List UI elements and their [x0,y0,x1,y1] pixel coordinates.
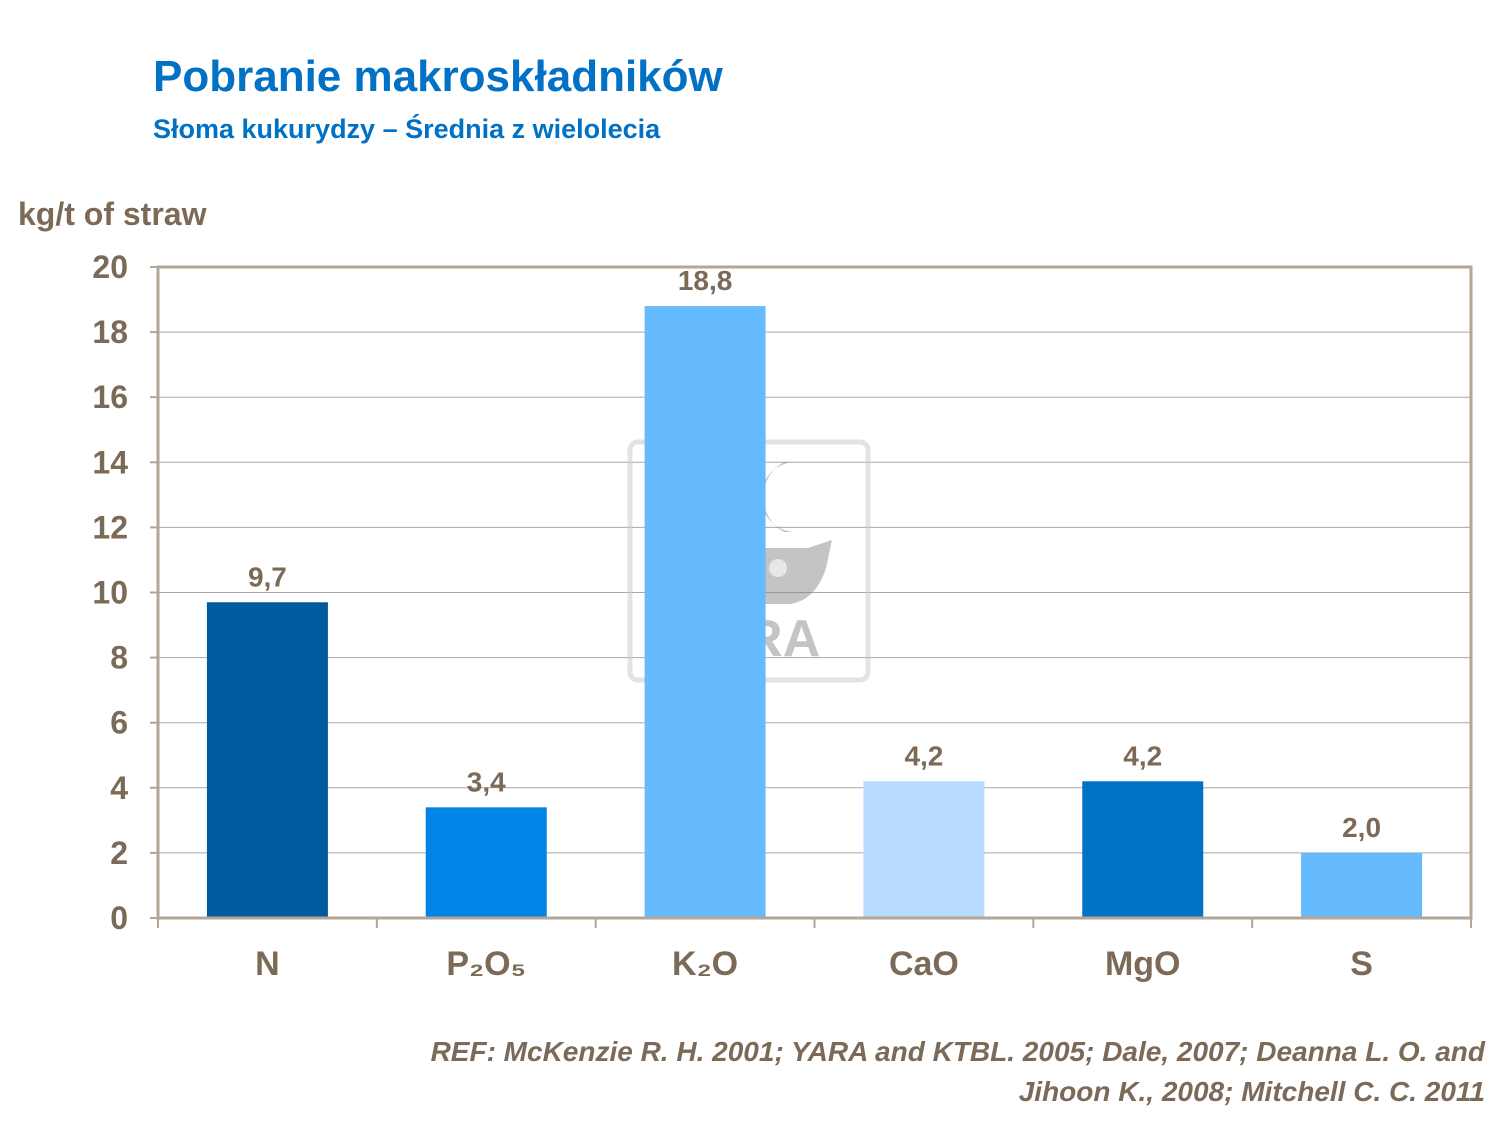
bar-6 [1301,852,1423,918]
bar-4 [863,781,985,918]
bar-1 [206,602,328,918]
chart-title: Pobranie makroskładników [153,52,723,101]
y-tick-label: 16 [92,379,128,415]
bar-2 [425,807,547,918]
x-category-label: K₂O [672,945,738,983]
x-category-label: N [255,945,280,983]
y-tick-label: 14 [92,444,128,480]
bar-5 [1082,781,1204,918]
x-category-label: CaO [889,945,959,983]
axes: 0 2 4 6 8 10 12 14 16 18 20 N P₂O₅ K₂O CaO MgO S [92,249,1472,983]
data-label: 9,7 [248,561,287,592]
data-label: 2,0 [1342,812,1381,843]
y-tick-label: 0 [110,900,128,936]
y-tick-label: 20 [92,249,128,285]
x-category-label: P₂O₅ [446,945,526,983]
y-tick-label: 18 [92,314,128,350]
y-tick-label: 4 [110,770,128,806]
bars: 9,7 3,4 18,8 4,2 4,2 2,0 [206,265,1423,918]
y-tick-label: 2 [110,835,128,871]
reference-line-1: REF: McKenzie R. H. 2001; YARA and KTBL.… [430,1036,1485,1067]
y-axis-label: kg/t of straw [18,196,207,232]
y-tick-label: 6 [110,705,128,741]
data-label: 3,4 [467,766,506,797]
gridlines [156,265,1473,920]
reference-line-2: Jihoon K., 2008; Mitchell C. C. 2011 [1018,1076,1485,1107]
data-label: 4,2 [1123,740,1162,771]
y-tick-label: 8 [110,640,128,676]
y-tick-label: 12 [92,509,128,545]
reference-note: REF: McKenzie R. H. 2001; YARA and KTBL.… [185,1032,1485,1112]
x-category-label: MgO [1105,945,1181,983]
y-tick-label: 10 [92,575,128,611]
data-label: 4,2 [904,740,943,771]
data-label: 18,8 [678,265,733,296]
chart-subtitle: Słoma kukurydzy – Średnia z wielolecia [153,114,661,144]
bar-3 [644,306,766,918]
x-category-label: S [1350,945,1373,983]
